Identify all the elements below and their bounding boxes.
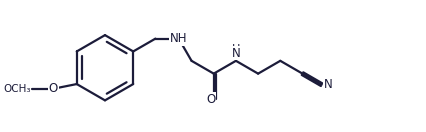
Text: OCH₃: OCH₃ <box>4 84 32 94</box>
Text: NH: NH <box>170 32 187 45</box>
Text: N: N <box>232 47 240 60</box>
Text: N: N <box>324 78 333 91</box>
Text: O: O <box>206 93 216 106</box>
Text: O: O <box>49 82 58 95</box>
Text: H: H <box>232 44 240 54</box>
